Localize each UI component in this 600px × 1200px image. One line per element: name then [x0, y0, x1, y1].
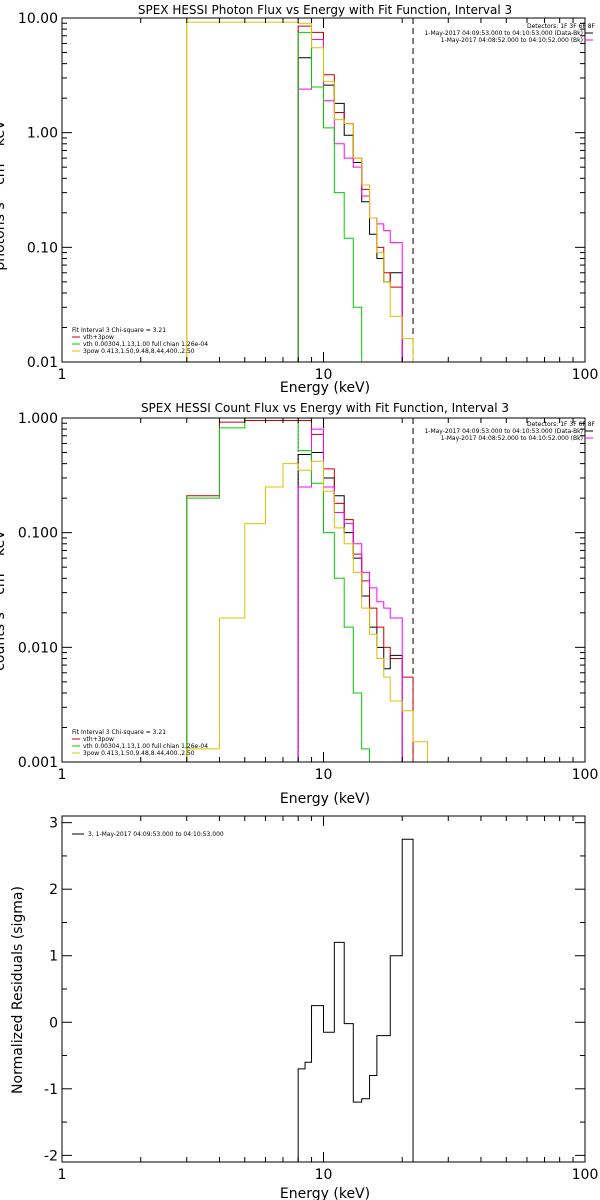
count-flux-xlabel: Energy (keV)	[280, 791, 370, 807]
residuals-ylabel: Normalized Residuals (sigma)	[10, 886, 26, 1094]
x-tick-label: 10	[315, 1167, 333, 1183]
y-tick-label: 0.100	[18, 526, 58, 542]
x-tick-label: 10	[315, 767, 333, 783]
x-tick-label: 100	[572, 367, 599, 383]
y-tick-label: 2	[49, 882, 58, 898]
count-flux-panel: SPEX HESSI Count Flux vs Energy with Fit…	[0, 401, 598, 807]
residuals-xlabel: Energy (keV)	[280, 1186, 370, 1200]
plot-area	[297, 838, 414, 1162]
header-legend-entry: Detectors: 1F 3F 6F 8F	[527, 23, 596, 30]
y-tick-label: 10.00	[18, 11, 58, 27]
x-tick-label: 1	[58, 1167, 67, 1183]
series-1-line	[186, 420, 414, 762]
count-flux-ylabel: counts s⁻¹ cm⁻² keV⁻¹	[0, 517, 8, 671]
residual-legend-entry: 3, 1-May-2017 04:09:53.000 to 04:10:53.0…	[88, 831, 224, 838]
fit-legend-entry: vth 0.00304,1.13,1.00 full chian 1.26e-0…	[83, 341, 208, 348]
plot-frame	[61, 815, 586, 1163]
series-4-line	[186, 21, 429, 362]
y-tick-label: 0.01	[27, 355, 58, 371]
x-tick-label: 1	[58, 767, 67, 783]
y-tick-label: 0	[49, 1015, 58, 1031]
header-legend-entry: 1-May-2017 04:08:52.000 to 04:10:52.000 …	[441, 37, 583, 44]
plot-area	[186, 418, 429, 762]
series-4-line	[186, 460, 429, 762]
series-3-line	[297, 31, 371, 362]
residuals-panel: 1 10 100 -2 -1 0 1 2 3 3, 1-May-2017 04:09:53.000…	[10, 815, 599, 1200]
series-0-line	[297, 838, 414, 1162]
fit-legend-entry: 3pow 0.413,1.50,9.48,8.44,400.,2.50	[83, 348, 195, 355]
header-legend-entry: Detectors: 1F 3F 6F 8F	[527, 421, 596, 428]
header-legend-entry: 1-May-2017 04:08:52.000 to 04:10:52.000 …	[441, 435, 583, 442]
y-tick-label: -2	[44, 1148, 58, 1164]
series-0-line	[297, 38, 403, 362]
fit-legend-entry: Fit Interval 3 Chi-square = 3.21	[72, 729, 166, 736]
photon-flux-panel: SPEX HESSI Photon Flux vs Energy with Fi…	[0, 3, 598, 396]
photon-flux-ylabel: photons s⁻¹ cm⁻² keV⁻¹	[0, 107, 8, 270]
series-2-line	[297, 428, 403, 762]
header-legend-entry: 1-May-2017 04:09:53.000 to 04:10:53.000 …	[424, 428, 583, 435]
fit-legend-entry: vth+3pow	[83, 334, 114, 341]
fit-legend-entry: vth 0.00304,1.13,1.00 full chian 1.26e-0…	[83, 743, 208, 750]
y-tick-label: 0.001	[18, 755, 58, 771]
count-flux-title: SPEX HESSI Count Flux vs Energy with Fit…	[141, 401, 509, 415]
y-tick-label: 3	[49, 816, 58, 832]
series-0-line	[297, 452, 403, 762]
y-tick-label: -1	[44, 1082, 58, 1098]
plot-area	[186, 18, 429, 362]
y-tick-label: 1.00	[27, 126, 58, 142]
x-tick-label: 100	[572, 1167, 599, 1183]
x-tick-label: 100	[572, 767, 599, 783]
photon-flux-title: SPEX HESSI Photon Flux vs Energy with Fi…	[138, 3, 512, 17]
count-flux-marks: 1 10 100 0.001 0.010 0.100 1.000 Detectors: 1F …	[18, 411, 598, 783]
fit-legend-entry: Fit Interval 3 Chi-square = 3.21	[72, 327, 166, 334]
x-tick-label: 10	[315, 367, 333, 383]
header-legend-entry: 1-May-2017 04:09:53.000 to 04:10:53.000 …	[424, 30, 583, 37]
series-1-line	[297, 25, 403, 362]
y-tick-label: 0.10	[27, 240, 58, 256]
residuals-marks: 1 10 100 -2 -1 0 1 2 3 3, 1-May-2017 04:09:53.000…	[44, 815, 599, 1183]
photon-flux-marks: 1 10 100 0.01 0.10 1.00 10.00 Detectors: 1F 3F …	[18, 11, 599, 383]
y-tick-label: 0.010	[18, 640, 58, 656]
fit-legend-entry: vth+3pow	[83, 736, 114, 743]
fit-legend-entry: 3pow 0.413,1.50,9.48,8.44,400.,2.50	[83, 750, 195, 757]
y-tick-label: 1	[49, 949, 58, 965]
photon-flux-xlabel: Energy (keV)	[280, 380, 370, 396]
x-tick-label: 1	[58, 367, 67, 383]
series-2-line	[297, 38, 403, 362]
series-3-line	[186, 418, 371, 762]
y-tick-label: 1.000	[18, 411, 58, 427]
